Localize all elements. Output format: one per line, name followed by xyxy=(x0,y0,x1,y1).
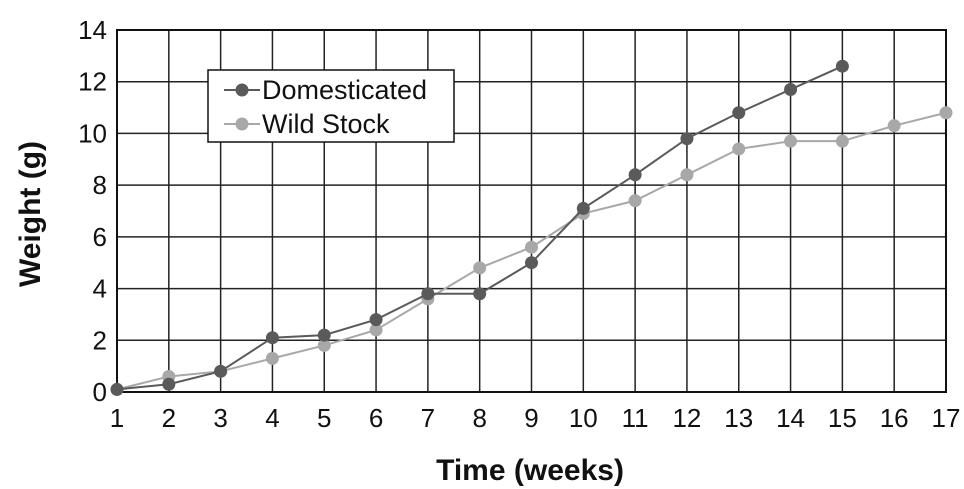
x-tick-label: 12 xyxy=(672,403,701,433)
x-tick-label: 8 xyxy=(472,403,486,433)
data-point-wild-stock xyxy=(525,240,538,254)
series-layer xyxy=(110,59,953,396)
y-tick-label: 4 xyxy=(93,274,107,304)
legend-label-domesticated: Domesticated xyxy=(262,75,427,105)
data-point-wild-stock xyxy=(835,134,849,148)
y-axis-title: Weight (g) xyxy=(14,141,47,287)
x-axis-title: Time (weeks) xyxy=(436,454,624,487)
data-point-domesticated xyxy=(473,287,487,301)
x-tick-label: 14 xyxy=(776,403,805,433)
data-point-wild-stock xyxy=(887,119,901,133)
data-point-domesticated xyxy=(576,201,590,215)
legend-box xyxy=(207,69,455,143)
legend: Domesticated Wild Stock xyxy=(207,69,455,143)
legend-swatch-marker-wild-stock xyxy=(235,117,249,131)
data-point-domesticated xyxy=(784,82,798,96)
x-tick-label: 4 xyxy=(265,403,279,433)
y-tick-label: 8 xyxy=(93,170,107,200)
y-axis-ticks: 0 2 4 6 8 10 12 14 xyxy=(78,15,107,407)
x-tick-label: 16 xyxy=(880,403,909,433)
data-point-wild-stock xyxy=(939,106,953,120)
y-tick-label: 10 xyxy=(78,118,107,148)
data-point-domesticated xyxy=(421,287,435,301)
x-tick-label: 2 xyxy=(162,403,176,433)
data-point-domesticated xyxy=(525,256,538,270)
x-tick-label: 13 xyxy=(724,403,753,433)
y-tick-label: 0 xyxy=(93,377,107,407)
data-point-domesticated xyxy=(265,331,279,345)
data-point-wild-stock xyxy=(473,261,487,275)
series-domesticated xyxy=(110,59,849,396)
x-tick-label: 1 xyxy=(110,403,124,433)
legend-swatch-marker-domesticated xyxy=(235,83,249,97)
data-point-wild-stock xyxy=(317,338,331,352)
data-point-domesticated xyxy=(680,132,694,146)
x-tick-label: 10 xyxy=(569,403,598,433)
data-point-domesticated xyxy=(162,377,176,391)
x-tick-label: 17 xyxy=(932,403,961,433)
plot-frame xyxy=(116,29,947,393)
x-tick-label: 15 xyxy=(828,403,857,433)
data-point-wild-stock xyxy=(784,134,798,148)
data-point-domesticated xyxy=(628,168,642,182)
x-tick-label: 7 xyxy=(421,403,435,433)
y-tick-label: 12 xyxy=(78,67,107,97)
x-axis-ticks: 1 2 3 4 5 6 7 8 9 10 11 12 13 14 15 16 17 xyxy=(110,403,961,433)
x-tick-label: 3 xyxy=(213,403,227,433)
data-point-wild-stock xyxy=(265,351,279,365)
data-point-wild-stock xyxy=(680,168,694,182)
legend-label-wild-stock: Wild Stock xyxy=(262,109,390,139)
data-point-wild-stock xyxy=(732,142,746,156)
y-tick-label: 2 xyxy=(93,325,107,355)
data-point-wild-stock xyxy=(369,323,383,337)
data-point-wild-stock xyxy=(628,194,642,208)
x-tick-label: 11 xyxy=(622,403,649,433)
y-tick-label: 6 xyxy=(93,222,107,252)
y-tick-label: 14 xyxy=(78,15,107,45)
data-point-domesticated xyxy=(835,59,849,73)
data-point-domesticated xyxy=(214,364,228,378)
data-point-domesticated xyxy=(110,382,124,396)
x-tick-label: 6 xyxy=(369,403,383,433)
data-point-domesticated xyxy=(369,313,383,327)
x-tick-label: 9 xyxy=(524,403,538,433)
x-tick-label: 5 xyxy=(317,403,331,433)
data-point-domesticated xyxy=(317,328,331,342)
data-point-domesticated xyxy=(732,106,746,120)
